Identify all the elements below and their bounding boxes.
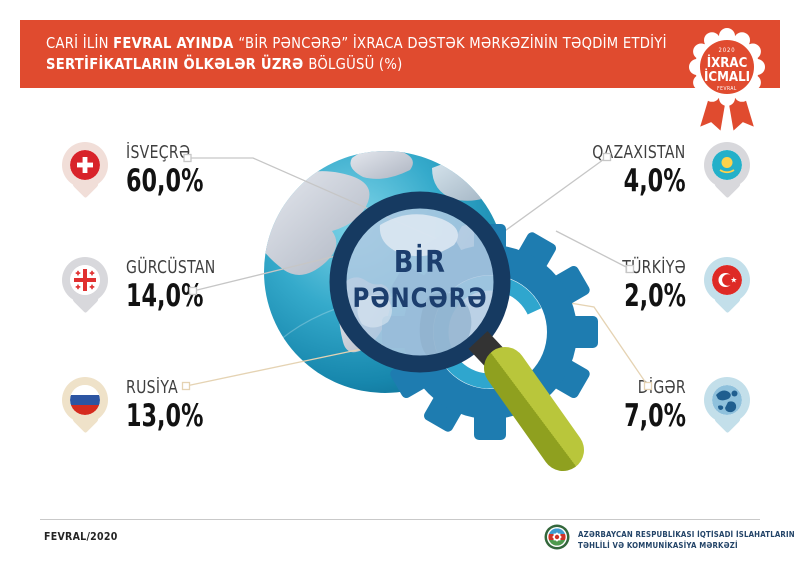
connector-gurcustan — [188, 251, 353, 296]
country-item-rusiya: RUSİYA 13,0% — [62, 377, 234, 437]
rosette-badge-icon: 2020 İXRAC İCMALI FEVRAL — [689, 28, 765, 134]
footer-divider — [40, 519, 760, 520]
country-value: 13,0% — [126, 398, 204, 434]
magnifier-lens: BİR PƏNCƏRƏ — [329, 191, 511, 373]
footer-org-line2: TƏHLİLİ VƏ KOMMUNİKASİYA MƏRKƏZİ — [578, 541, 738, 551]
title-line1-bold: FEVRAL AYINDA — [113, 34, 239, 52]
map-pin-other — [704, 377, 750, 437]
footer-organization: AZƏRBAYCAN RESPUBLİKASI İQTİSADİ İSLAHAT… — [578, 529, 795, 552]
magnifier-handle — [468, 331, 584, 471]
lens-label: BİR PƏNCƏRƏ — [353, 243, 488, 314]
lens-label-line1: BİR — [394, 243, 446, 280]
country-item-turkiye: TÜRKİYƏ 2,0% — [600, 257, 750, 317]
title-line-1: CARİ İLİN FEVRAL AYINDA “BİR PƏNCƏRƏ” İX… — [46, 33, 666, 54]
page-title: CARİ İLİN FEVRAL AYINDA “BİR PƏNCƏRƏ” İX… — [46, 33, 666, 75]
turkey-flag-icon — [712, 265, 742, 295]
country-item-isvecre: İSVEÇRƏ 60,0% — [62, 142, 234, 202]
country-name: GÜRCÜSTAN — [126, 257, 216, 278]
connector-qazaxistan — [501, 152, 612, 234]
badge-title-line1: İXRAC — [707, 54, 748, 70]
footer-date: FEVRAL/2020 — [44, 531, 118, 543]
map-pin-turkey — [704, 257, 750, 317]
title-line-2: SERTİFİKATLARIN ÖLKƏLƏR ÜZRƏ BÖLGÜSÜ (%) — [46, 54, 582, 75]
badge-text: 2020 İXRAC İCMALI FEVRAL — [704, 48, 750, 92]
country-name: RUSİYA — [126, 377, 179, 398]
country-item-gurcustan: GÜRCÜSTAN 14,0% — [62, 257, 241, 317]
country-name: TÜRKİYƏ — [622, 257, 686, 278]
title-line2-rest: BÖLGÜSÜ (%) — [308, 55, 403, 73]
country-name: İSVEÇRƏ — [126, 142, 191, 163]
world-globe-icon — [712, 385, 742, 415]
russia-flag-icon — [70, 385, 100, 415]
country-value: 7,0% — [624, 398, 686, 434]
title-line2-bold: SERTİFİKATLARIN ÖLKƏLƏR ÜZRƏ — [46, 55, 309, 73]
title-line1-regular: CARİ İLİN — [46, 34, 114, 52]
country-name: QAZAXISTAN — [592, 142, 686, 163]
map-pin-georgia — [62, 257, 108, 317]
country-item-qazaxistan: QAZAXISTAN 4,0% — [566, 142, 750, 202]
footer-org-line1: AZƏRBAYCAN RESPUBLİKASI İQTİSADİ İSLAHAT… — [578, 530, 795, 539]
badge-month: FEVRAL — [717, 86, 737, 92]
title-line1-rest: “BİR PƏNCƏRƏ” İXRACA DƏSTƏK MƏRKƏZİNİN T… — [238, 34, 667, 52]
georgia-flag-icon — [70, 265, 100, 295]
kazakhstan-flag-icon — [712, 150, 742, 180]
export-review-badge: 2020 İXRAC İCMALI FEVRAL — [680, 24, 774, 138]
switzerland-flag-icon — [70, 150, 100, 180]
country-item-diger: DİGƏR 7,0% — [600, 377, 750, 437]
lens-label-line2: PƏNCƏRƏ — [353, 282, 488, 313]
header-bar: CARİ İLİN FEVRAL AYINDA “BİR PƏNCƏRƏ” İX… — [20, 20, 780, 88]
country-value: 2,0% — [624, 278, 686, 314]
badge-scallop — [689, 28, 765, 106]
connector-turkiye — [555, 230, 635, 274]
country-value: 4,0% — [624, 163, 686, 199]
azerbaijan-emblem-icon — [544, 524, 570, 550]
map-pin-russia — [62, 377, 108, 437]
map-pin-switzerland — [62, 142, 108, 202]
badge-year: 2020 — [719, 48, 736, 54]
country-value: 14,0% — [126, 278, 204, 314]
badge-title-line2: İCMALI — [704, 68, 750, 84]
country-value: 60,0% — [126, 163, 204, 199]
map-pin-kazakhstan — [704, 142, 750, 202]
